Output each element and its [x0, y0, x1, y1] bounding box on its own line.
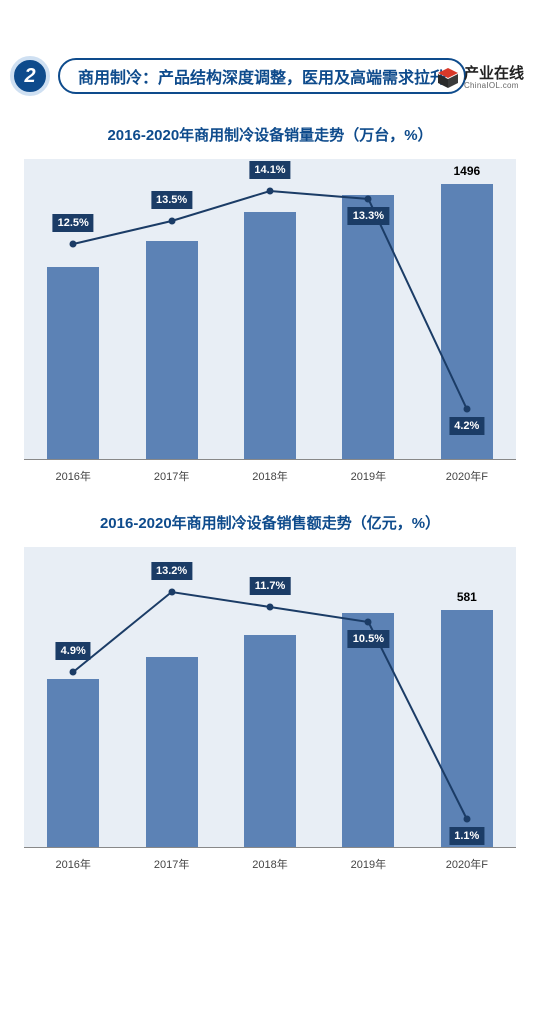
chart2-line-point — [70, 669, 77, 676]
chart2-bar — [441, 610, 493, 847]
brand-logo: 产业在线 ChinaIOL.com — [436, 66, 524, 90]
chart2-bar — [47, 679, 99, 847]
logo-cube-icon — [436, 66, 460, 90]
chart2-x-tick: 2018年 — [221, 848, 319, 872]
chart1-plot: 1496 12.5% 13.5% 14.1% 13.3% 4.2% — [24, 159, 516, 459]
chart1-bar — [342, 195, 394, 459]
chart1-x-tick: 2017年 — [122, 460, 220, 484]
chart1-line-point — [267, 188, 274, 195]
chart2-line-point — [168, 589, 175, 596]
logo-sub-text: ChinaIOL.com — [464, 81, 524, 90]
chart1-bar — [146, 241, 198, 459]
chart1-line-label: 13.5% — [151, 191, 192, 209]
section-number-badge: 2 — [10, 56, 50, 96]
chart2-line-point — [267, 604, 274, 611]
chart1-line-point — [463, 406, 470, 413]
chart2-x-tick: 2019年 — [319, 848, 417, 872]
chart1-line-point — [168, 218, 175, 225]
chart1-x-tick: 2019年 — [319, 460, 417, 484]
chart1-bar — [47, 267, 99, 459]
chart1-x-tick: 2016年 — [24, 460, 122, 484]
chart2-line-label: 4.9% — [56, 642, 91, 660]
chart2-bar — [244, 635, 296, 847]
chart1-bar — [244, 212, 296, 459]
chart1-line-point — [70, 241, 77, 248]
chart2-bar — [146, 657, 198, 847]
chart2-x-axis: 2016年2017年2018年2019年2020年F — [24, 847, 516, 872]
chart1-title: 2016-2020年商用制冷设备销量走势（万台，%） — [24, 124, 516, 145]
chart2-line-label: 11.7% — [250, 577, 291, 595]
chart2-x-tick: 2016年 — [24, 848, 122, 872]
chart2-bar-value-label: 581 — [457, 590, 477, 604]
chart1-x-tick: 2018年 — [221, 460, 319, 484]
chart2-line-point — [365, 619, 372, 626]
chart1: 149612.5%13.5%14.1%13.3%4.2%2016年2017年20… — [24, 159, 516, 484]
chart2-line-label: 10.5% — [348, 630, 389, 648]
chart1-x-axis: 2016年2017年2018年2019年2020年F — [24, 459, 516, 484]
chart2-bar — [342, 613, 394, 847]
logo-brand-text: 产业在线 — [464, 66, 524, 81]
chart1-line-label: 13.3% — [348, 207, 389, 225]
section-title: 商用制冷：产品结构深度调整，医用及高端需求拉升 — [58, 58, 466, 94]
chart1-line-label: 4.2% — [449, 417, 484, 435]
chart2-x-tick: 2020年F — [418, 848, 516, 872]
chart2-line-label: 13.2% — [151, 562, 192, 580]
chart2-line-point — [463, 816, 470, 823]
chart2-plot: 581 4.9% 13.2% 11.7% 10.5% 1.1% — [24, 547, 516, 847]
chart1-bar-value-label: 1496 — [453, 164, 480, 178]
chart1-x-tick: 2020年F — [418, 460, 516, 484]
chart2-x-tick: 2017年 — [122, 848, 220, 872]
chart2-line-label: 1.1% — [449, 827, 484, 845]
chart1-line-point — [365, 196, 372, 203]
chart1-line-label: 14.1% — [249, 161, 290, 179]
chart1-line-label: 12.5% — [53, 214, 94, 232]
chart2: 581 4.9% 13.2% 11.7% 10.5% 1.1% 2016年2017年2018… — [24, 547, 516, 872]
chart2-title: 2016-2020年商用制冷设备销售额走势（亿元，%） — [24, 512, 516, 533]
